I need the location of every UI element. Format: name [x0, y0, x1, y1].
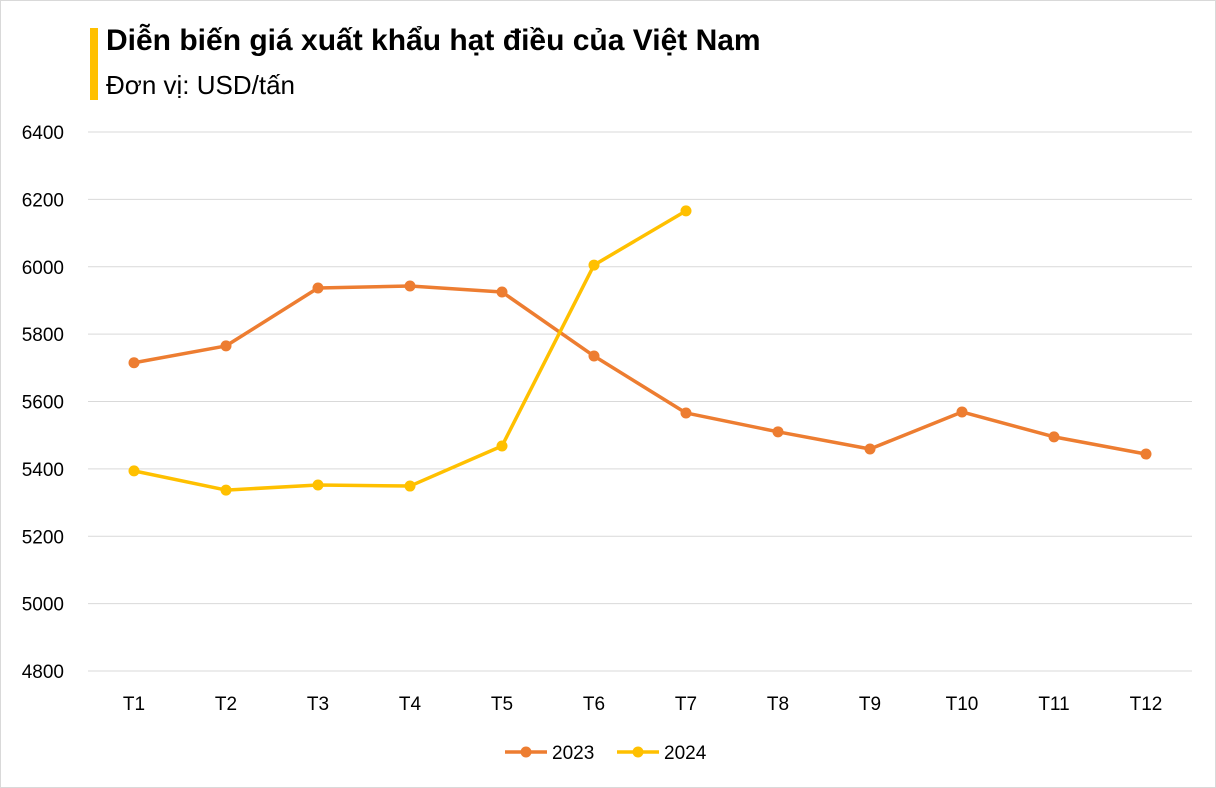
legend-label-2023: 2023	[552, 743, 594, 764]
x-tick-label: T2	[215, 694, 237, 715]
data-point-2023	[680, 407, 692, 419]
data-point-2024	[588, 259, 600, 271]
y-tick-label: 5800	[22, 325, 64, 346]
x-tick-label: T9	[859, 694, 881, 715]
data-point-2023	[864, 443, 876, 455]
data-point-2024	[312, 479, 324, 491]
data-point-2024	[220, 484, 232, 496]
x-tick-label: T1	[123, 694, 145, 715]
data-point-2023	[404, 280, 416, 292]
x-tick-label: T6	[583, 694, 605, 715]
data-point-2023	[956, 406, 968, 418]
data-point-2023	[496, 286, 508, 298]
title-accent-bar	[90, 28, 98, 100]
x-tick-label: T11	[1038, 694, 1069, 715]
y-tick-label: 5600	[22, 393, 64, 414]
data-point-2024	[680, 205, 692, 217]
data-point-2024	[496, 440, 508, 452]
y-tick-label: 6200	[22, 190, 64, 211]
data-point-2023	[1140, 448, 1152, 460]
data-point-2023	[220, 340, 232, 352]
data-point-2023	[772, 426, 784, 438]
data-point-2024	[404, 480, 416, 492]
data-point-2023	[588, 350, 600, 362]
legend-marker-2023	[520, 746, 532, 758]
series-line-2024	[133, 209, 687, 492]
y-tick-label: 6000	[22, 258, 64, 279]
data-point-2023	[1048, 431, 1060, 443]
data-point-2024	[128, 465, 140, 477]
x-tick-label: T4	[399, 694, 422, 715]
chart-title: Diễn biến giá xuất khẩu hạt điều của Việ…	[106, 24, 761, 57]
chart-subtitle: Đơn vị: USD/tấn	[106, 70, 295, 100]
data-point-2023	[128, 357, 140, 369]
y-tick-label: 5400	[22, 460, 64, 481]
legend-marker-2024	[632, 746, 644, 758]
x-tick-label: T7	[675, 694, 697, 715]
x-tick-label: T8	[767, 694, 789, 715]
data-point-2023	[312, 282, 324, 294]
x-tick-label: T12	[1130, 694, 1163, 715]
y-tick-label: 5200	[22, 527, 64, 548]
y-tick-label: 4800	[22, 662, 64, 683]
y-tick-label: 6400	[22, 123, 64, 144]
x-tick-label: T5	[491, 694, 513, 715]
y-tick-label: 5000	[22, 595, 64, 616]
x-tick-label: T10	[946, 694, 979, 715]
legend-label-2024: 2024	[664, 743, 707, 764]
x-tick-label: T3	[307, 694, 329, 715]
series-line-2023	[133, 284, 1147, 456]
